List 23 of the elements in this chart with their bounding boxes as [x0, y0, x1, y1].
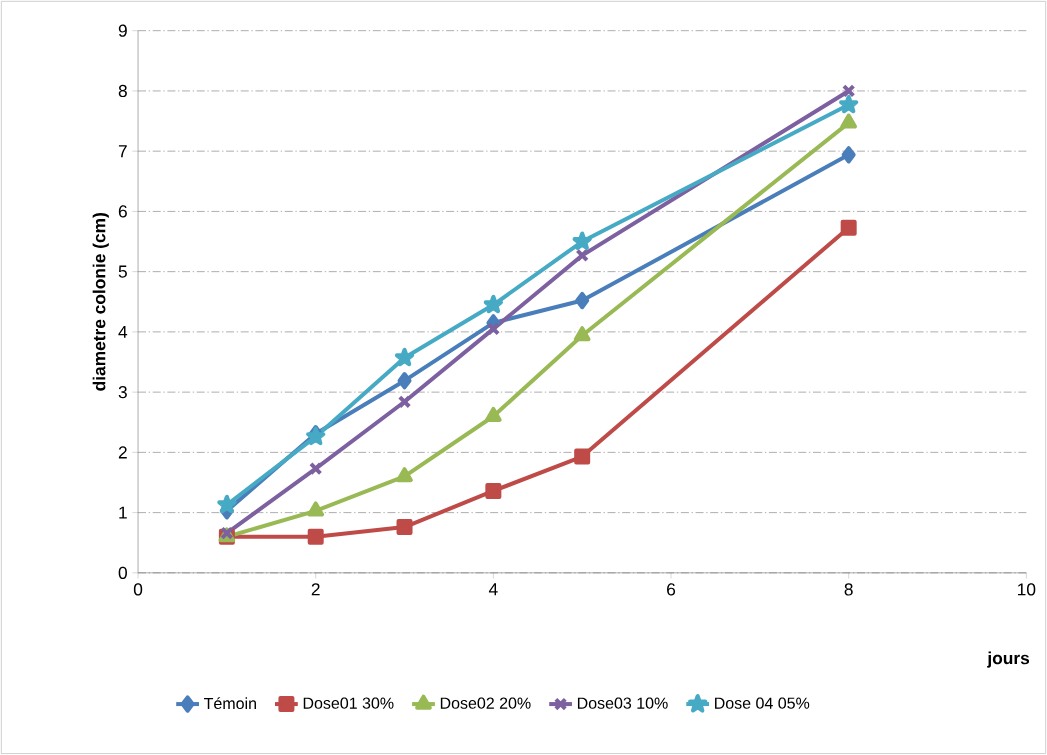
y-tick-label: 4 — [118, 325, 128, 338]
x-tick-label: 2 — [311, 583, 320, 596]
x-tick-label: 0 — [133, 583, 143, 596]
y-tick-label: 7 — [118, 145, 127, 158]
x-tick-label: 6 — [667, 583, 676, 596]
x-tick-label: 4 — [488, 583, 498, 596]
x-tick-label: 10 — [1018, 583, 1036, 596]
y-tick-label: 0 — [118, 566, 127, 580]
legend-label: Dose 04 05% — [715, 697, 810, 709]
y-axis-title: diametre colonie (cm) — [92, 213, 109, 391]
y-tick-label: 5 — [118, 265, 127, 278]
legend-label: Témoin — [204, 697, 256, 710]
x-tick-label: 8 — [844, 583, 853, 596]
legend-label: Dose03 10% — [577, 697, 668, 709]
y-tick-label: 8 — [118, 84, 127, 98]
y-tick-label: 3 — [118, 386, 127, 399]
x-axis-title: jours — [987, 651, 1030, 668]
y-tick-label: 9 — [118, 24, 127, 37]
y-tick-label: 2 — [118, 446, 127, 459]
y-tick-label: 1 — [119, 506, 127, 519]
legend-label: Dose02 20% — [440, 697, 531, 709]
legend-label: Dose01 30% — [303, 697, 394, 709]
y-tick-label: 6 — [118, 205, 127, 218]
